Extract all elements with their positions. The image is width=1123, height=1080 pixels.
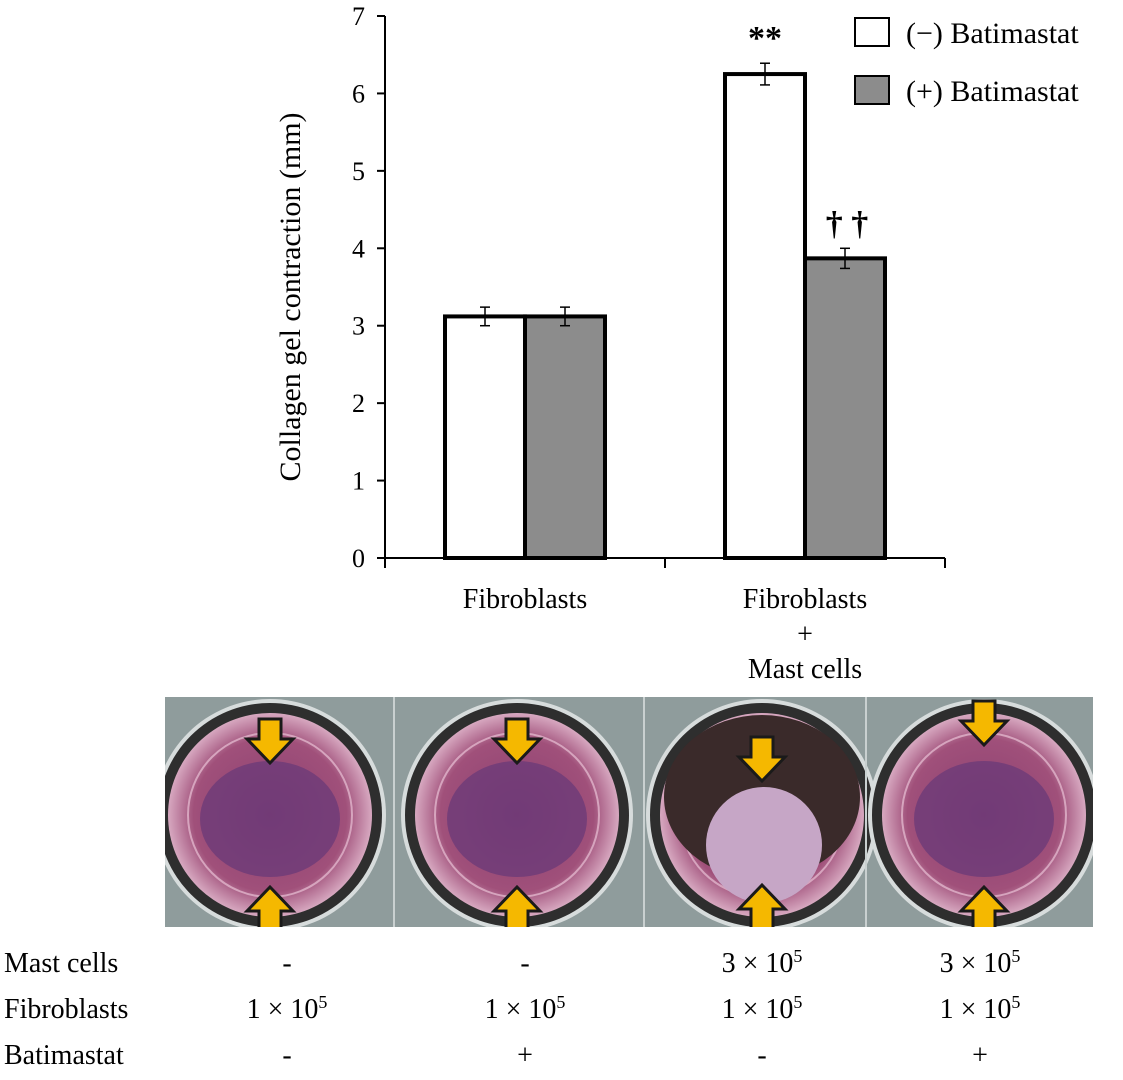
y-axis-title: Collagen gel contraction (mm): [274, 112, 307, 481]
y-tick-label: 3: [352, 312, 365, 341]
significance-marker: **: [748, 20, 782, 57]
photo-divider: [393, 697, 395, 927]
chart-labels: Fibroblasts ** † † Fibroblasts + Mast cells: [463, 20, 868, 685]
y-tick-label: 4: [352, 234, 365, 263]
y-tick-label: 7: [352, 2, 365, 31]
arrow-up-icon: [490, 884, 544, 927]
condition-row-label: Mast cells: [4, 948, 119, 979]
chart-axes: 0 1 2 3 4 5 6 7 Collagen gel contraction (mm): [274, 2, 946, 573]
bar: [803, 256, 887, 560]
y-tick-label: 2: [352, 389, 365, 418]
x-category-label: +: [797, 619, 813, 650]
arrow-up-icon: [735, 882, 789, 927]
y-tick-label: 1: [352, 467, 365, 496]
legend-label: (−) Batimastat: [906, 17, 1079, 50]
collagen-gel: [914, 761, 1054, 877]
condition-cell: 3 × 105: [939, 946, 1021, 979]
arrow-down-icon: [735, 735, 789, 784]
arrow-down-icon: [490, 717, 544, 766]
condition-cell: 1 × 105: [939, 992, 1021, 1025]
condition-table: Mast cells - - 3 × 105 3 × 105 Fibroblasts 1 ×…: [0, 946, 1123, 1080]
photo-divider: [643, 697, 645, 927]
legend-label: (+) Batimastat: [906, 75, 1079, 108]
y-tick-label: 6: [352, 79, 365, 108]
chart-bars: [443, 62, 887, 560]
significance-marker: † †: [826, 205, 869, 242]
x-category-label: Fibroblasts: [743, 584, 867, 615]
x-category-label: Fibroblasts: [463, 584, 587, 615]
bar: [443, 314, 527, 560]
collagen-gel-photo-strip: [165, 697, 1093, 927]
condition-cell: -: [757, 1040, 767, 1071]
legend-swatch: [854, 75, 890, 105]
condition-row-label: Fibroblasts: [4, 994, 129, 1025]
y-tick-label: 5: [352, 157, 365, 186]
condition-cell: +: [517, 1040, 533, 1071]
condition-row-label: Batimastat: [4, 1040, 124, 1071]
arrow-up-icon: [243, 884, 297, 927]
contracted-gel: [706, 787, 822, 903]
condition-cell: 1 × 105: [246, 992, 328, 1025]
x-category-label: Mast cells: [748, 654, 862, 685]
condition-cell: 1 × 105: [484, 992, 566, 1025]
arrow-down-icon: [957, 699, 1011, 748]
collagen-gel-wells-image: [165, 697, 1093, 927]
arrow-up-icon: [957, 884, 1011, 927]
bar-chart: 0 1 2 3 4 5 6 7 Collagen gel contraction (mm) Fi…: [274, 2, 1079, 685]
bar: [523, 314, 607, 560]
culture-well: [401, 699, 633, 927]
condition-cell: -: [282, 948, 292, 979]
collagen-gel: [200, 761, 340, 877]
bar: [723, 72, 807, 560]
culture-well: [646, 699, 878, 927]
culture-well: [165, 699, 386, 927]
culture-well: [868, 699, 1093, 927]
chart-legend: (−) Batimastat (+) Batimastat: [854, 17, 1079, 108]
condition-cell: +: [972, 1040, 988, 1071]
legend-swatch: [854, 17, 890, 47]
y-tick-label: 0: [352, 544, 365, 573]
condition-cell: 3 × 105: [721, 946, 803, 979]
condition-cell: 1 × 105: [721, 992, 803, 1025]
condition-cell: -: [282, 1040, 292, 1071]
arrow-down-icon: [243, 717, 297, 766]
collagen-gel: [447, 761, 587, 877]
photo-divider: [865, 697, 867, 927]
condition-cell: -: [520, 948, 530, 979]
